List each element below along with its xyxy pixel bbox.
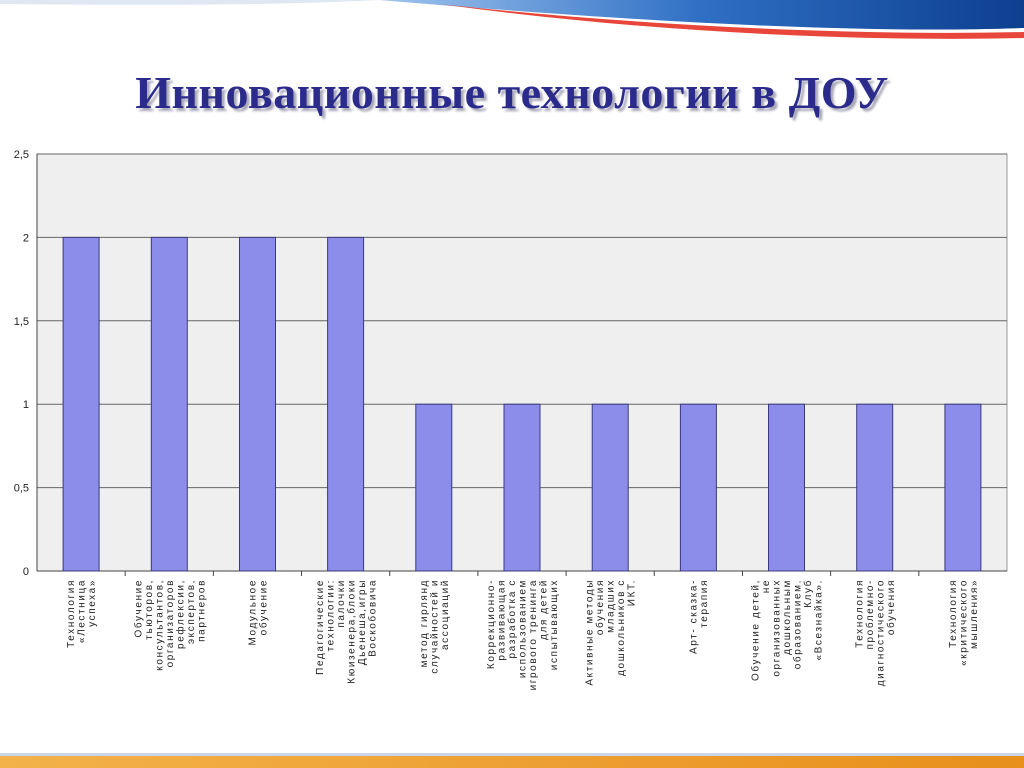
category-label-line: организаторов bbox=[165, 579, 176, 667]
category-label-line: ИКТ. bbox=[627, 579, 638, 606]
y-tick-label: 0 bbox=[23, 566, 29, 578]
category-label: Технология«критическогомышления» bbox=[948, 579, 980, 666]
category-label-line: тьюторов, bbox=[144, 579, 155, 640]
category-label: Коррекционно-развивающаяразработка сиспо… bbox=[486, 579, 560, 690]
top-swoosh-decoration bbox=[0, 0, 1024, 39]
category-label: Технология«Лестницауспеха» bbox=[66, 579, 98, 648]
y-tick-label: 0,5 bbox=[14, 483, 29, 495]
category-label: Обучениетьюторов,консультантов,организат… bbox=[132, 579, 207, 671]
category-label-line: Активные методы bbox=[585, 579, 596, 686]
category-label-line: Коррекционно- bbox=[486, 579, 497, 669]
category-label-line: развивающая bbox=[497, 579, 508, 661]
category-label: Модульноеобучение bbox=[248, 579, 270, 646]
category-label-line: игрового тренинга bbox=[528, 579, 539, 690]
category-label-line: технологии: bbox=[325, 579, 336, 651]
category-label-line: мышления» bbox=[969, 579, 980, 649]
category-label-line: Технология bbox=[854, 579, 865, 648]
category-label-line: Педагогические bbox=[315, 579, 326, 675]
category-label: Активные методыобучениямладшихдошкольник… bbox=[585, 579, 638, 686]
bar-5 bbox=[415, 403, 453, 572]
bar-9 bbox=[768, 403, 805, 572]
bar-8 bbox=[679, 403, 717, 572]
category-label-line: Клуб bbox=[802, 579, 814, 608]
category-label-line: Обучение bbox=[132, 579, 144, 638]
category-label-line: Дьенеша,игры bbox=[357, 579, 368, 665]
category-label-line: Модульное bbox=[248, 579, 259, 646]
bar-2 bbox=[150, 236, 188, 572]
category-label-line: «Лестница bbox=[77, 579, 88, 643]
category-label-line: успеха» bbox=[87, 579, 98, 627]
y-tick-label: 1,5 bbox=[14, 316, 29, 328]
category-label-line: ассоциаций bbox=[440, 579, 451, 650]
category-label-line: палочки bbox=[336, 579, 347, 628]
category-label-line: Кюизенера,блоки bbox=[345, 579, 357, 684]
bar-10 bbox=[856, 403, 894, 572]
category-label-line: младших bbox=[606, 579, 617, 633]
bar-7 bbox=[591, 403, 629, 572]
category-label-line: Технология bbox=[948, 579, 959, 648]
category-label-line: обучения bbox=[594, 579, 606, 635]
slide-title: Инновационные технологии в ДОУ bbox=[135, 67, 889, 118]
bottom-stripe-decoration bbox=[0, 753, 1024, 768]
category-label-line: «Всезнайка». bbox=[814, 579, 825, 661]
category-label-line: образованием. bbox=[792, 579, 804, 669]
category-label-line: не bbox=[761, 579, 772, 593]
category-label-line: дошкольников с bbox=[616, 579, 627, 676]
category-label-line: диагностического bbox=[876, 579, 887, 686]
category-label-line: Технология bbox=[66, 579, 77, 648]
bar-11 bbox=[944, 403, 982, 572]
category-label-line: разработка с bbox=[506, 579, 518, 659]
category-label-line: использованием bbox=[518, 579, 529, 678]
category-label: Арт- сказка-терапия bbox=[689, 579, 711, 654]
category-label-line: «критического bbox=[958, 579, 969, 666]
category-label-line: случайностей и bbox=[429, 579, 440, 674]
category-label-line: для детей bbox=[539, 579, 550, 640]
category-label-line: рефлексии, bbox=[174, 579, 186, 649]
category-label-line: Арт- сказка- bbox=[689, 579, 700, 654]
bar-4 bbox=[327, 236, 365, 572]
category-label-line: проблемно- bbox=[864, 579, 876, 650]
bar-6 bbox=[503, 403, 541, 572]
category-label-line: организованных bbox=[772, 579, 783, 677]
category-label-line: испытывающих bbox=[549, 579, 560, 670]
y-tick-label: 2 bbox=[23, 232, 29, 244]
category-label-line: экспертов, bbox=[186, 579, 197, 644]
category-label-line: дошкольным bbox=[782, 579, 793, 655]
bar-1 bbox=[62, 236, 100, 572]
category-label: метод гирляндслучайностей иассоциаций bbox=[419, 579, 451, 674]
category-label-line: метод гирлянд bbox=[419, 579, 430, 667]
category-label-line: Обучение детей, bbox=[750, 579, 762, 681]
bar-3 bbox=[239, 236, 276, 572]
category-label: Технологияпроблемно-диагностическогообуч… bbox=[854, 579, 897, 686]
y-tick-label: 2,5 bbox=[14, 149, 29, 161]
category-label-line: Воскобовича bbox=[366, 579, 378, 657]
category-label: Педагогическиетехнологии:палочкиКюизенер… bbox=[315, 579, 379, 684]
category-label-line: партнеров bbox=[196, 579, 207, 642]
category-label-line: обучения bbox=[885, 579, 897, 635]
category-label: Обучение детей,неорганизованныхдошкольны… bbox=[750, 579, 825, 681]
category-label-line: обучение bbox=[257, 579, 269, 635]
y-tick-label: 1 bbox=[23, 399, 29, 411]
category-label-line: терапия bbox=[699, 579, 710, 628]
category-label-line: консультантов, bbox=[154, 579, 165, 671]
